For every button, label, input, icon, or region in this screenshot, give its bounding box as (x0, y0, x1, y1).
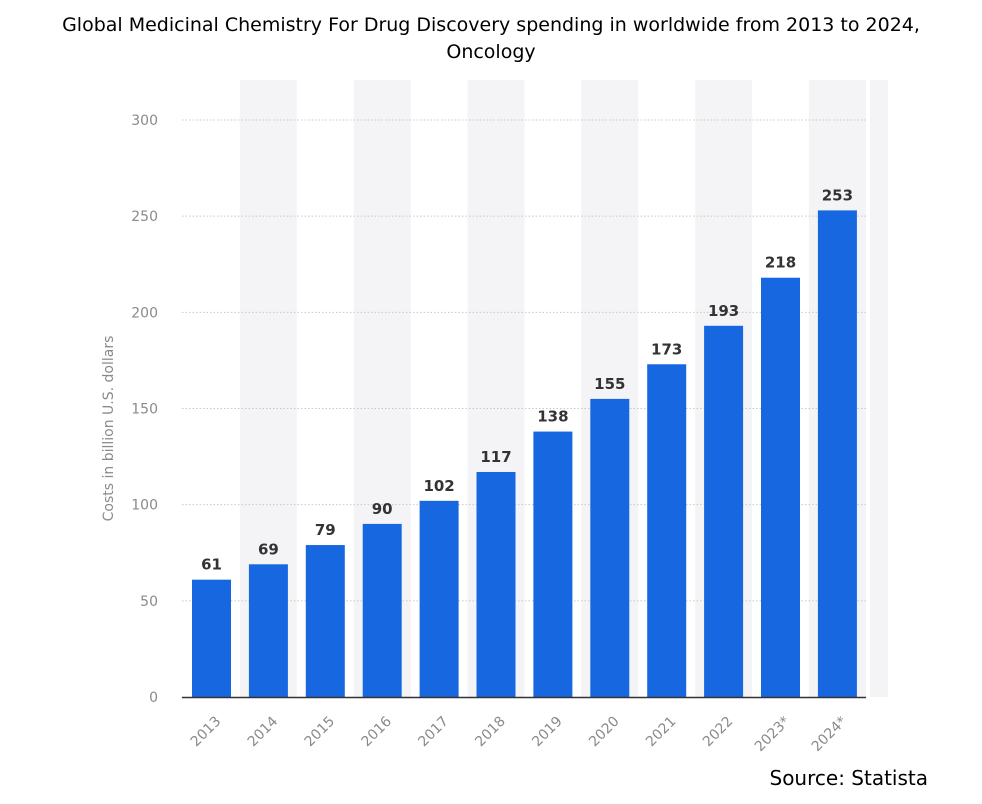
background-band (870, 80, 888, 697)
y-tick-label: 0 (149, 690, 158, 706)
x-tick-label: 2017 (415, 714, 452, 751)
data-label: 218 (765, 254, 796, 272)
bar (248, 564, 288, 697)
x-tick-label: 2022 (700, 714, 737, 751)
bar (533, 431, 573, 697)
y-tick-label: 150 (131, 402, 158, 418)
data-label: 90 (372, 500, 393, 518)
bar (817, 210, 857, 697)
data-label: 155 (594, 375, 625, 393)
bar (590, 398, 630, 697)
chart-title-line2: Oncology (446, 41, 536, 63)
source-note: Source: Statista (769, 766, 929, 790)
x-tick-label: 2015 (302, 714, 339, 751)
y-tick-label: 300 (131, 113, 158, 129)
bar (305, 545, 345, 697)
data-label: 193 (708, 302, 739, 320)
x-tick-label: 2014 (245, 713, 282, 750)
x-tick-label: 2013 (188, 714, 225, 751)
chart-title-line1: Global Medicinal Chemistry For Drug Disc… (62, 14, 920, 36)
y-axis-ticks: 0 50 100 150 200 250 300 (131, 113, 158, 706)
data-label: 138 (537, 408, 568, 426)
x-tick-label: 2019 (529, 714, 566, 751)
data-label: 117 (480, 448, 511, 466)
y-tick-label: 250 (131, 209, 158, 225)
data-labels: 61 69 79 90 102 117 138 155 173 193 218 253 (201, 186, 853, 573)
x-tick-label: 2018 (472, 714, 509, 751)
x-tick-label: 2016 (359, 713, 396, 750)
bar (704, 325, 744, 697)
bar (647, 364, 687, 697)
data-label: 253 (822, 186, 853, 204)
y-tick-label: 100 (131, 498, 158, 514)
bar (419, 500, 459, 697)
data-label: 173 (651, 340, 682, 358)
bars (192, 210, 857, 697)
x-axis-ticks: 2013 2014 2015 2016 2017 2018 2019 2020 2021 2022… (188, 713, 850, 755)
x-tick-label: 2021 (643, 714, 680, 751)
y-tick-label: 50 (140, 594, 158, 610)
bar (476, 471, 516, 697)
chart-title: Global Medicinal Chemistry For Drug Disc… (0, 12, 982, 66)
y-axis-label: Costs in billion U.S. dollars (101, 336, 117, 522)
x-tick-label: 2023* (752, 714, 793, 755)
data-label: 61 (201, 556, 222, 574)
x-tick-label: 2024* (809, 714, 850, 755)
x-tick-label: 2020 (586, 714, 623, 751)
data-label: 79 (315, 521, 336, 539)
bar (761, 277, 800, 697)
data-label: 102 (423, 477, 454, 495)
y-tick-label: 200 (131, 305, 158, 321)
data-label: 69 (258, 540, 279, 558)
bar (362, 523, 402, 697)
bar (192, 579, 231, 697)
